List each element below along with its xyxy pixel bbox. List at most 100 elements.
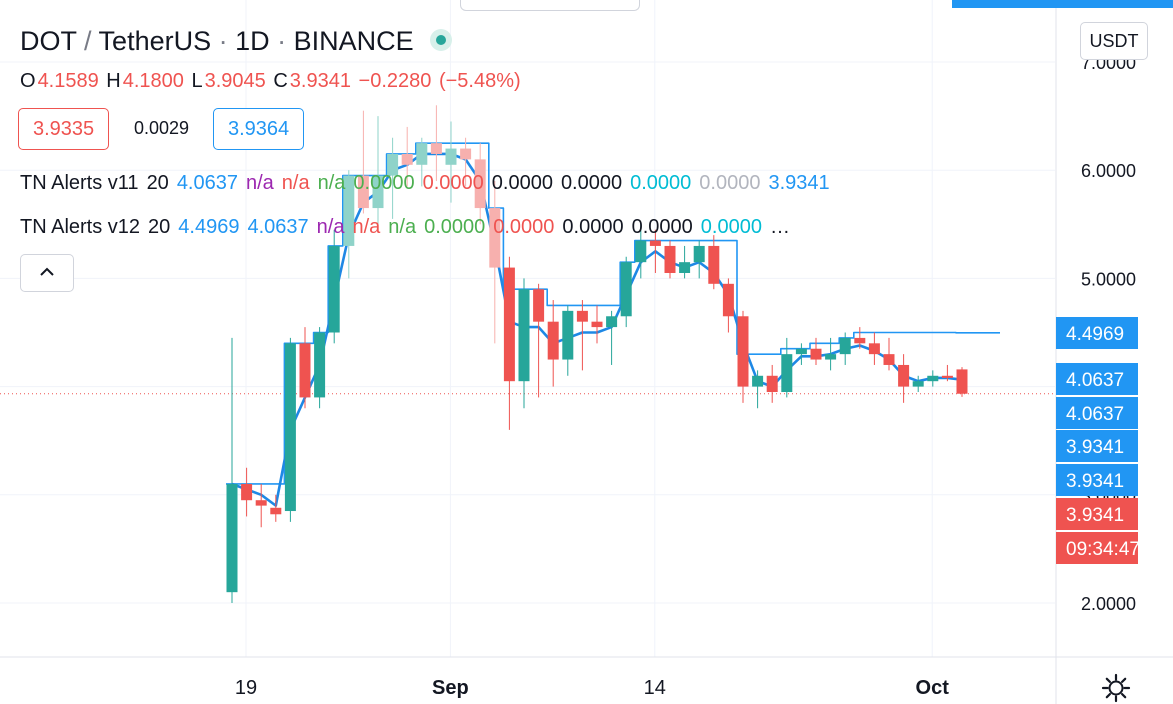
price-tag-bg: [1056, 464, 1138, 496]
close-value: 3.9341: [289, 70, 351, 92]
indicator-value: 0.0000: [700, 216, 762, 238]
indicator-value: 0.0000: [424, 216, 486, 238]
candle-body: [430, 143, 442, 154]
candle: [679, 245, 691, 279]
candle-body: [547, 321, 559, 360]
indicator-value: n/a: [281, 172, 310, 194]
candle: [766, 364, 778, 403]
currency-button[interactable]: USDT: [1080, 22, 1148, 60]
candle: [430, 105, 442, 182]
candle-body: [343, 175, 355, 246]
price-tag-label: 4.0637: [1066, 370, 1124, 391]
candle: [649, 229, 661, 273]
candle: [606, 310, 618, 365]
change-percent: (−5.48%): [438, 70, 521, 92]
interval-label: 1D: [235, 26, 270, 56]
candle: [941, 364, 953, 382]
candle: [810, 337, 822, 365]
candle: [839, 332, 851, 365]
y-tick-label: 5.0000: [1081, 269, 1136, 289]
y-tick-label: 6.0000: [1081, 161, 1136, 181]
candle: [401, 126, 413, 187]
candle: [664, 240, 676, 279]
indicator-value: n/a: [316, 216, 345, 238]
indicator-legend-v12[interactable]: TN Alerts v12 20 4.4969 4.0637 n/a n/a n/a 0.00…: [20, 216, 806, 239]
indicator-legend-v11[interactable]: TN Alerts v11 20 4.0637 n/a n/a n/a 0.0000 0.00…: [20, 172, 846, 195]
candle-body: [606, 316, 618, 328]
low-value: 3.9045: [204, 70, 266, 92]
candle: [460, 137, 472, 187]
candle-body: [664, 245, 676, 273]
candle: [270, 494, 282, 522]
candles: [226, 105, 968, 603]
candle: [226, 337, 238, 603]
indicator-value: 0.0000: [560, 172, 623, 194]
indicator-value: …: [769, 216, 790, 238]
price-tag-bg: [1056, 430, 1138, 462]
candle-body: [752, 375, 764, 387]
low-label: L: [191, 70, 203, 92]
price-tag: 09:34:47: [1056, 532, 1140, 564]
candle-body: [416, 143, 428, 165]
indicator-value: 0.0000: [422, 172, 484, 194]
candle-body: [649, 240, 661, 246]
candle-body: [810, 348, 822, 360]
candle: [898, 354, 910, 403]
candle-body: [372, 175, 384, 209]
buy-button[interactable]: 3.9364: [213, 108, 305, 150]
price-tag-label: 4.4969: [1066, 324, 1124, 345]
candle-body: [839, 337, 851, 355]
candle: [737, 310, 749, 403]
candle: [708, 235, 720, 290]
price-tag: 4.4969: [1056, 317, 1138, 349]
price-tag-label: 4.0637: [1066, 404, 1124, 425]
price-tag-bg: [1056, 532, 1138, 564]
price-tag-bg: [1056, 317, 1138, 349]
candle-body: [679, 262, 691, 273]
indicator-name: TN Alerts v12: [20, 216, 141, 238]
candle-body: [533, 289, 545, 322]
indicator-value: 0.0000: [491, 172, 553, 194]
indicator-value: 4.0637: [176, 172, 238, 194]
chart-grid: [0, 0, 1055, 657]
price-tag-label: 3.9341: [1066, 437, 1124, 458]
candle-body: [883, 354, 895, 365]
ohlc-values: O 4.1589 H 4.1800 L 3.9045 C 3.9341 −0.2280 …: [20, 70, 523, 93]
sell-button[interactable]: 3.9335: [18, 108, 110, 150]
price-tag-bg: [1056, 397, 1138, 429]
candle-body: [927, 375, 939, 382]
candle-body: [766, 375, 778, 393]
candle: [255, 483, 267, 528]
candle-body: [854, 337, 866, 344]
collapse-legend-button[interactable]: [20, 254, 74, 292]
candle-body: [562, 310, 574, 360]
candle: [241, 467, 253, 517]
exchange-label: BINANCE: [293, 26, 414, 56]
candle: [518, 278, 530, 409]
x-tick-label: Oct: [916, 677, 950, 699]
candle: [576, 300, 588, 371]
price-tag-label: 3.9341: [1066, 471, 1124, 492]
candle: [868, 332, 880, 365]
candle-body: [357, 175, 369, 209]
indicator-length: 20: [148, 216, 171, 238]
candle-body: [299, 343, 311, 398]
candle: [635, 224, 647, 279]
candle-body: [474, 159, 486, 209]
candle-body: [795, 348, 807, 355]
market-status-icon[interactable]: [429, 28, 452, 51]
indicator-value: 0.0000: [630, 172, 692, 194]
candle: [533, 283, 545, 398]
symbol-title[interactable]: DOT / TetherUS · 1D · BINANCE: [20, 26, 452, 57]
title-separator: /: [76, 26, 99, 56]
high-label: H: [106, 70, 121, 92]
title-separator: ·: [211, 26, 236, 56]
gear-icon[interactable]: [1101, 673, 1131, 703]
candle: [927, 370, 939, 387]
price-tag-bg: [1056, 363, 1138, 395]
chevron-up-icon: [40, 267, 54, 276]
top-toolbar-tab[interactable]: [460, 0, 640, 11]
candle-body: [328, 245, 340, 333]
